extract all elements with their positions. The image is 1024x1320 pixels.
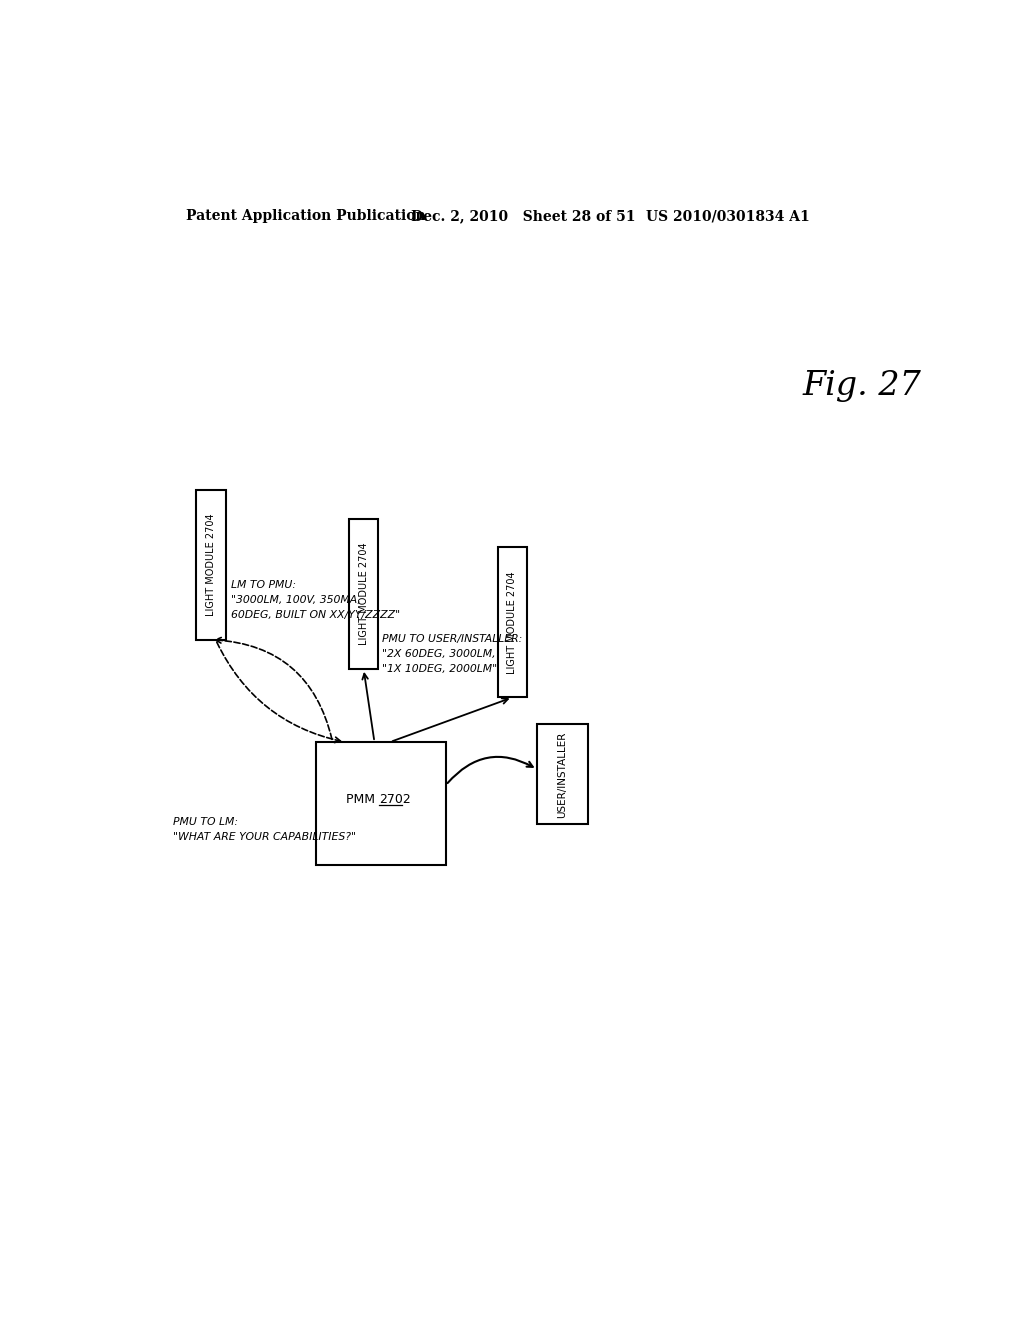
Text: USER/INSTALLER: USER/INSTALLER <box>557 731 567 817</box>
Bar <box>349 519 378 669</box>
Bar <box>315 742 445 866</box>
Text: "1X 10DEG, 2000LM": "1X 10DEG, 2000LM" <box>382 664 498 673</box>
Text: LIGHT MODULE 2704: LIGHT MODULE 2704 <box>358 543 369 645</box>
Text: US 2010/0301834 A1: US 2010/0301834 A1 <box>646 209 809 223</box>
Text: Dec. 2, 2010   Sheet 28 of 51: Dec. 2, 2010 Sheet 28 of 51 <box>411 209 635 223</box>
Text: PMU TO LM:: PMU TO LM: <box>173 817 238 826</box>
Text: PMM: PMM <box>346 793 379 807</box>
Text: LIGHT MODULE 2704: LIGHT MODULE 2704 <box>508 572 517 673</box>
Bar <box>197 490 225 640</box>
Bar <box>538 725 588 825</box>
Text: "WHAT ARE YOUR CAPABILITIES?": "WHAT ARE YOUR CAPABILITIES?" <box>173 832 356 842</box>
Text: PMU TO USER/INSTALLER:: PMU TO USER/INSTALLER: <box>382 635 522 644</box>
Text: "3000LM, 100V, 350MA,: "3000LM, 100V, 350MA, <box>231 595 361 605</box>
Text: 60DEG, BUILT ON XX/YY/ZZZZ": 60DEG, BUILT ON XX/YY/ZZZZ" <box>231 610 400 619</box>
Bar <box>498 548 527 697</box>
Text: Fig. 27: Fig. 27 <box>802 370 922 401</box>
Text: "2X 60DEG, 3000LM,: "2X 60DEG, 3000LM, <box>382 649 496 659</box>
Text: LIGHT MODULE 2704: LIGHT MODULE 2704 <box>206 513 216 616</box>
Text: LM TO PMU:: LM TO PMU: <box>231 581 296 590</box>
Text: 2702: 2702 <box>379 793 411 807</box>
Text: .: . <box>406 793 410 807</box>
Text: Patent Application Publication: Patent Application Publication <box>186 209 426 223</box>
